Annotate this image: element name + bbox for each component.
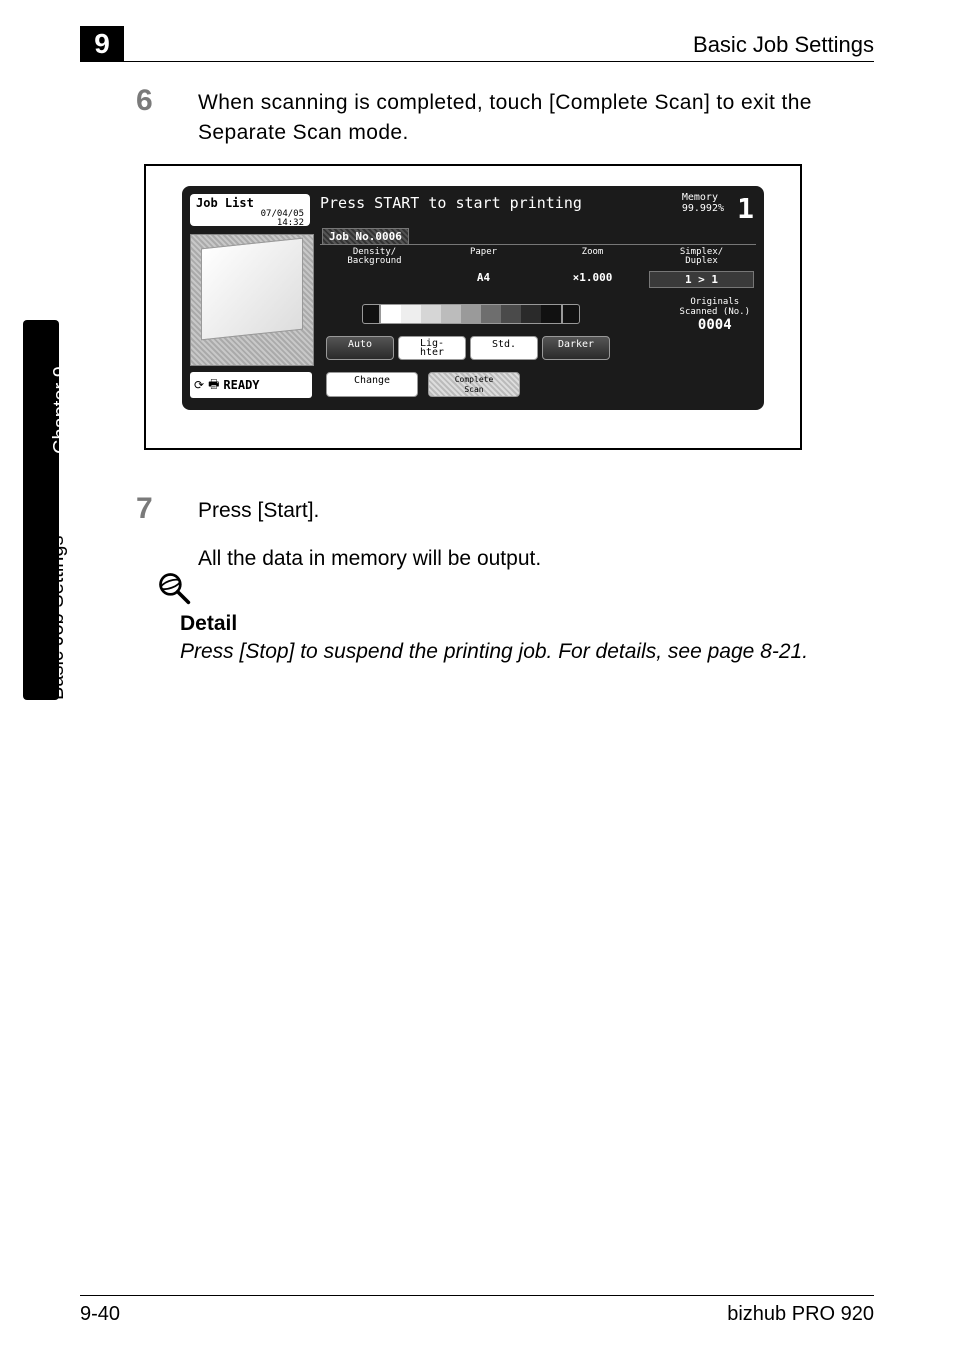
step-6-text: When scanning is completed, touch [Compl…: [198, 88, 874, 148]
settings-columns: Density/ Background Paper Zoom Simplex/ …: [322, 248, 754, 288]
bottom-buttons-row: Change Complete Scan: [326, 372, 520, 397]
originals-label: Originals Scanned (No.): [680, 298, 750, 318]
prompt-text: Press START to start printing: [320, 194, 582, 212]
step-7: 7 Press [Start]. All the data in memory …: [136, 496, 874, 574]
col-density-label: Density/ Background: [322, 248, 427, 267]
auto-button[interactable]: Auto: [326, 336, 394, 360]
memory-value: 99.992%: [682, 203, 724, 214]
job-list-label: Job List: [196, 196, 304, 210]
quantity-display: 1: [737, 192, 754, 225]
side-section-label: Basic Job Settings: [46, 535, 69, 700]
col-zoom-label: Zoom: [540, 248, 645, 267]
job-number-value: Job No.0006: [322, 228, 409, 244]
memory-readout: Memory 99.992%: [682, 192, 724, 214]
step-7-number: 7: [136, 492, 153, 526]
detail-text: Press [Stop] to suspend the printing job…: [180, 640, 874, 664]
originals-scanned: Originals Scanned (No.) 0004: [680, 298, 750, 333]
side-tab-chapter: Chapter 9: [50, 366, 73, 454]
density-buttons-row: Auto Lig- hter Std. Darker: [326, 336, 610, 360]
density-scale-row: [362, 304, 580, 324]
chapter-number: 9: [94, 28, 110, 60]
footer-page-number: 9-40: [80, 1303, 120, 1326]
col-paper-value: A4: [431, 271, 536, 288]
preview-thumbnail: [190, 234, 314, 366]
panel-divider: [320, 244, 756, 245]
chapter-number-badge: 9: [80, 26, 124, 62]
change-button[interactable]: Change: [326, 372, 418, 397]
magnifier-icon: [156, 570, 192, 606]
col-simplex-label: Simplex/ Duplex: [649, 248, 754, 267]
density-cap-right: [562, 304, 580, 324]
page-header-title: Basic Job Settings: [693, 32, 874, 58]
header-rule: [80, 61, 874, 62]
step-6: 6 When scanning is completed, touch [Com…: [136, 88, 874, 148]
originals-count: 0004: [680, 318, 750, 333]
job-list-button[interactable]: Job List 07/04/05 14:32: [190, 194, 310, 226]
status-printer-icon: 🖶: [208, 375, 219, 396]
complete-scan-button[interactable]: Complete Scan: [428, 372, 520, 397]
col-paper-label: Paper: [431, 248, 536, 267]
job-list-time: 14:32: [196, 219, 304, 228]
darker-button[interactable]: Darker: [542, 336, 610, 360]
footer-product-name: bizhub PRO 920: [727, 1303, 874, 1326]
screenshot-frame: Job List 07/04/05 14:32 Press START to s…: [144, 164, 802, 450]
preview-page-icon: [201, 238, 303, 341]
col-zoom-value: ×1.000: [540, 271, 645, 288]
col-simplex-value: 1 > 1: [649, 271, 754, 288]
memory-label: Memory: [682, 192, 724, 203]
job-number-tab: Job No.0006: [322, 230, 409, 243]
std-button[interactable]: Std.: [470, 336, 538, 360]
detail-heading: Detail: [180, 612, 874, 636]
status-rotate-icon: ⟳: [194, 378, 204, 392]
lighter-button[interactable]: Lig- hter: [398, 336, 466, 360]
complete-scan-label: Complete Scan: [455, 375, 494, 394]
footer-rule: [80, 1295, 874, 1296]
detail-block: Detail Press [Stop] to suspend the print…: [156, 570, 874, 664]
step-6-number: 6: [136, 84, 153, 118]
status-text: READY: [223, 378, 259, 392]
density-scale: [380, 304, 562, 324]
status-bar: ⟳ 🖶 READY: [190, 372, 312, 398]
step-7-text: Press [Start].: [198, 496, 874, 526]
density-cap-left: [362, 304, 380, 324]
lcd-panel: Job List 07/04/05 14:32 Press START to s…: [182, 186, 764, 410]
